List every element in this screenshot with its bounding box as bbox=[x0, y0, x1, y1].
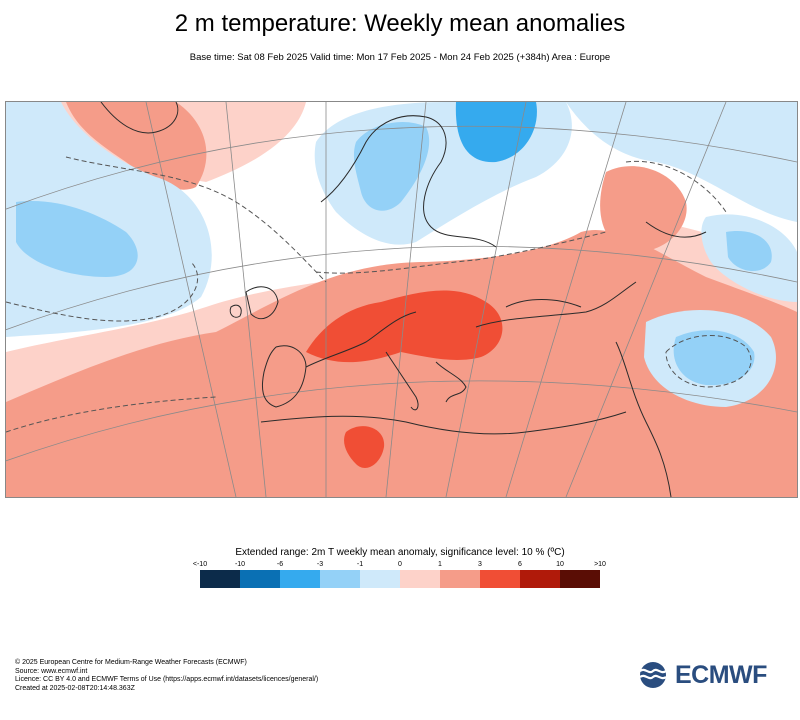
coastlines bbox=[100, 102, 707, 497]
legend-tick: -10 bbox=[234, 561, 246, 568]
chart-subtitle: Base time: Sat 08 Feb 2025 Valid time: M… bbox=[189, 52, 611, 63]
logo-text: ECMWF bbox=[675, 660, 767, 689]
cold-mid-region-east bbox=[726, 231, 772, 272]
graticule bbox=[6, 102, 797, 497]
legend-tick: 1 bbox=[438, 561, 442, 568]
legend-tick: 10 bbox=[556, 561, 564, 568]
legend-swatch bbox=[280, 570, 320, 588]
footer-copyright: © 2025 European Centre for Medium-Range … bbox=[15, 659, 247, 666]
legend-swatch bbox=[480, 570, 520, 588]
cold-light-region-northeast bbox=[566, 102, 797, 222]
legend-tick: -3 bbox=[316, 561, 324, 568]
legend-tick: 6 bbox=[518, 561, 522, 568]
cold-light-region-atlantic bbox=[6, 102, 212, 337]
legend-colorbar bbox=[200, 570, 600, 588]
warm-strong-region-central-europe bbox=[306, 290, 503, 363]
legend-swatch bbox=[200, 570, 240, 588]
cold-mid-region-scandinavia bbox=[353, 122, 430, 211]
footer-source: Source: www.ecmwf.int bbox=[15, 667, 88, 675]
cold-mid-region-middle-east bbox=[673, 330, 755, 386]
warm-strong-region-sahara bbox=[344, 426, 385, 468]
significance-contours bbox=[6, 156, 752, 433]
legend-tick: 0 bbox=[398, 561, 402, 568]
map-svg bbox=[6, 102, 797, 497]
legend-swatch bbox=[440, 570, 480, 588]
chart-title: 2 m temperature: Weekly mean anomalies bbox=[174, 10, 626, 37]
legend-swatch bbox=[240, 570, 280, 588]
footer: © 2025 European Centre for Medium-Range … bbox=[15, 659, 318, 693]
warm-mid-region-northeast bbox=[600, 166, 687, 252]
legend-swatch bbox=[520, 570, 560, 588]
legend-swatch bbox=[560, 570, 600, 588]
footer-created: Created at 2025-02-08T20:14:48.363Z bbox=[15, 684, 135, 692]
footer-licence: Licence: CC BY 4.0 and ECMWF Terms of Us… bbox=[15, 676, 319, 684]
ecmwf-wave-icon bbox=[639, 662, 667, 688]
legend-ticks: <-10 -10 -6 -3 -1 0 1 3 6 10 >10 bbox=[193, 561, 606, 571]
legend-title: Extended range: 2m T weekly mean anomaly… bbox=[235, 547, 565, 558]
legend-swatch bbox=[400, 570, 440, 588]
legend-tick: >10 bbox=[594, 561, 606, 568]
legend-swatch bbox=[360, 570, 400, 588]
legend-tick: -1 bbox=[356, 561, 364, 568]
ecmwf-logo: ECMWF bbox=[636, 660, 788, 690]
legend-swatch bbox=[320, 570, 360, 588]
legend-tick: <-10 bbox=[192, 561, 208, 568]
legend-tick: -6 bbox=[276, 561, 284, 568]
anomaly-map bbox=[5, 101, 798, 498]
legend-tick: 3 bbox=[478, 561, 482, 568]
cold-mid-region-atlantic bbox=[16, 201, 138, 277]
warm-mid-region-south bbox=[6, 230, 797, 497]
